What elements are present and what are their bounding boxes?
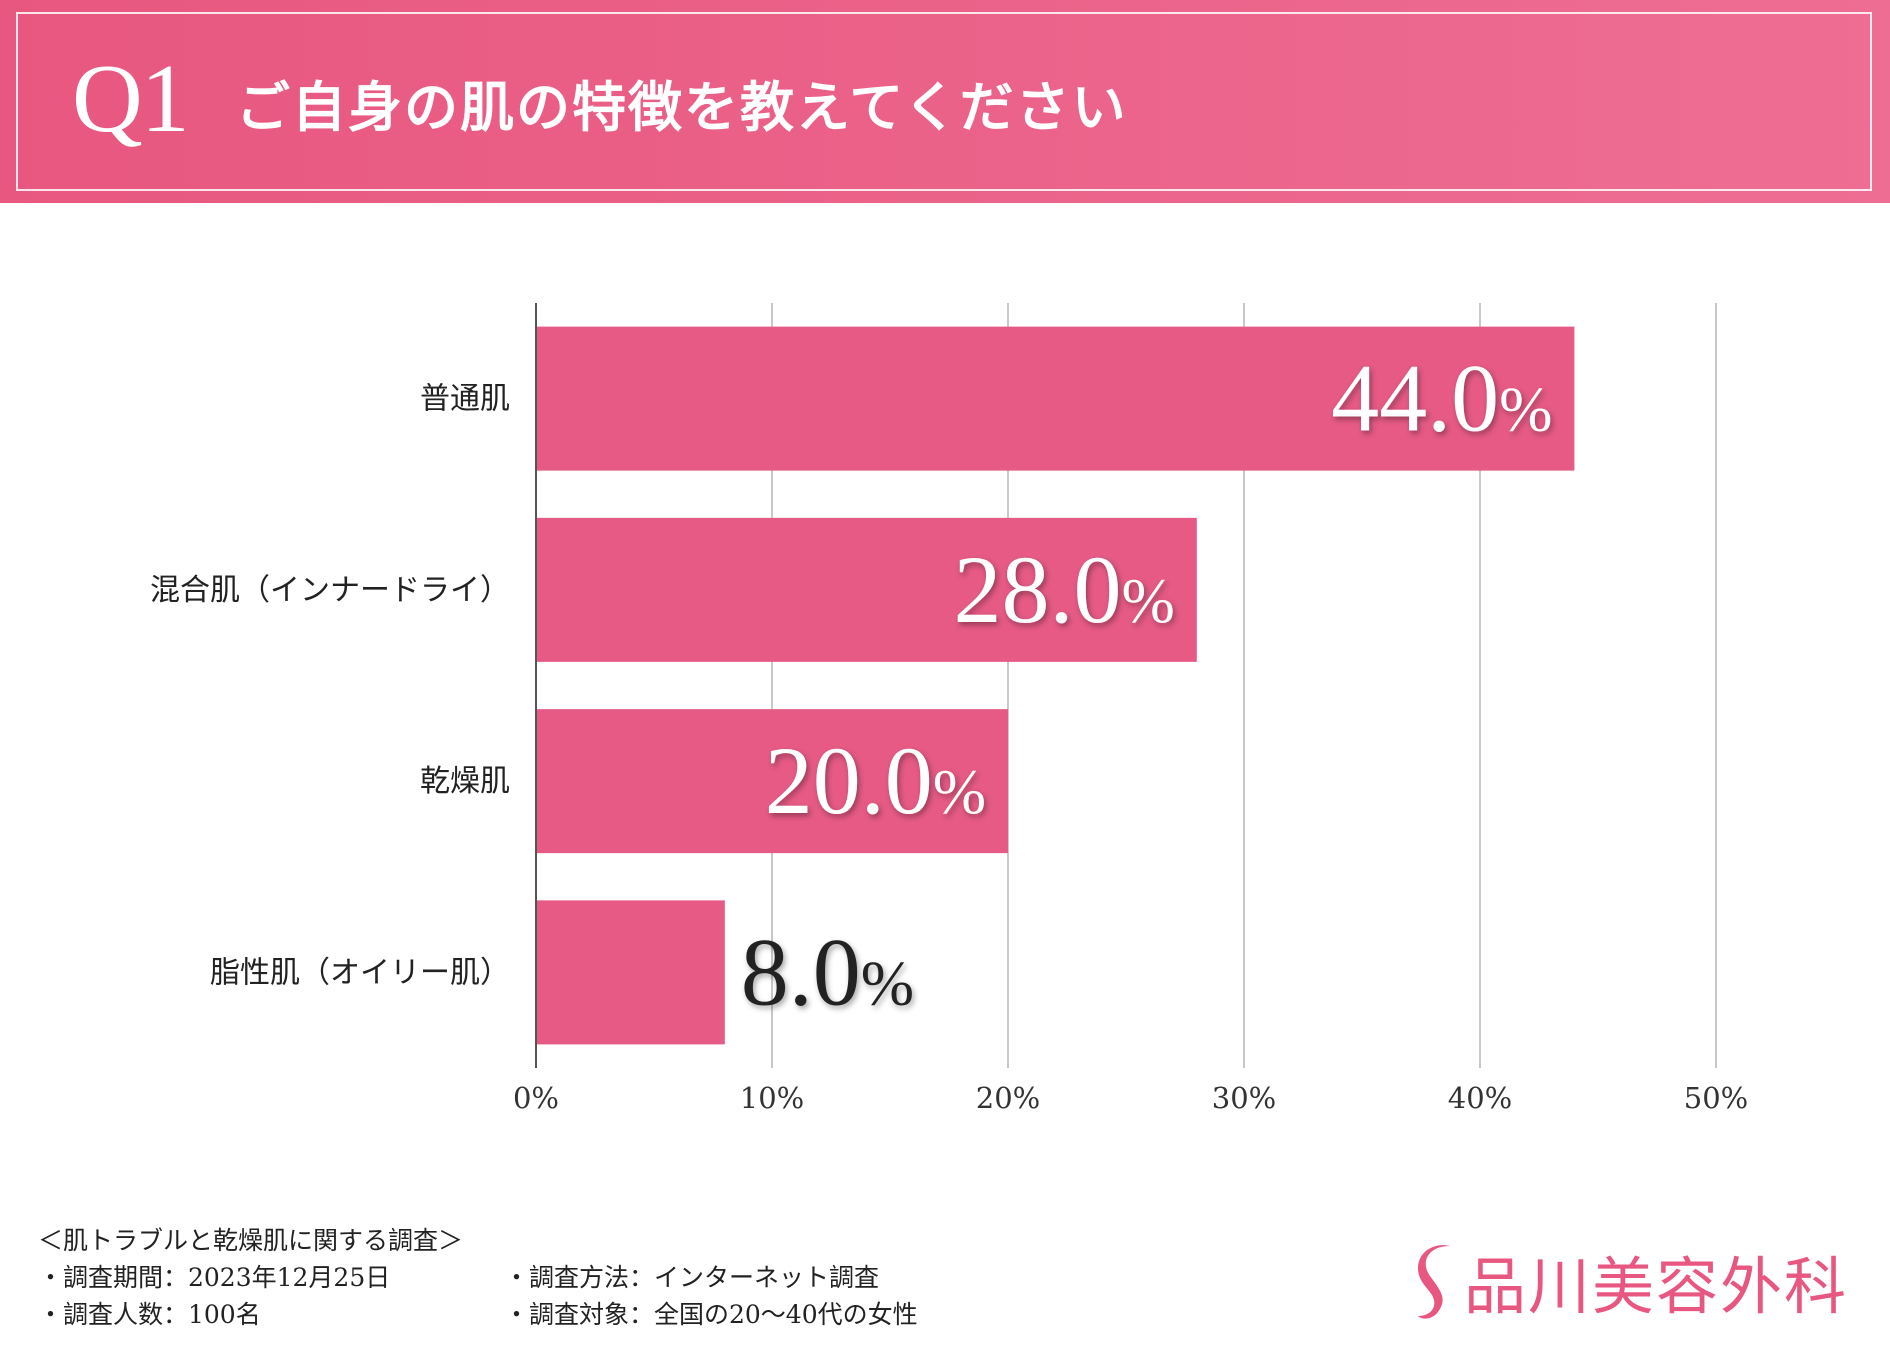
survey-period: ・調査期間：2023年12月25日 [38,1263,391,1292]
x-tick-label: 50% [1684,1081,1748,1115]
x-tick-label: 40% [1448,1081,1512,1115]
data-label: 44.0% [1331,345,1552,452]
question-number: Q1 [72,45,190,153]
s-swoosh-icon [1418,1245,1450,1319]
category-label: 脂性肌（オイリー肌） [210,955,510,990]
data-label: 28.0% [953,536,1174,643]
bar [536,709,1008,854]
survey-count: ・調査人数：100名 [38,1300,261,1329]
x-tick-label: 0% [513,1081,559,1115]
header-banner: Q1 ご自身の肌の特徴を教えてください [0,0,1890,203]
category-label: 普通肌 [420,382,510,417]
brand-logo: 品川美容外科 [1414,1238,1848,1324]
x-tick-label: 10% [740,1081,804,1115]
x-tick-label: 30% [1212,1081,1276,1115]
bar [536,517,1197,662]
bar [536,326,1575,471]
survey-target: ・調査対象：全国の20〜40代の女性 [504,1300,918,1329]
category-label: 混合肌（インナードライ） [150,573,510,608]
header-frame [16,12,1872,191]
value-labels: 44.0% 28.0% 20.0% 8.0% [741,345,1553,1026]
category-label: 乾燥肌 [420,764,510,799]
bar [536,900,725,1045]
data-label: 8.0% [741,918,914,1025]
survey-title: ＜肌トラブルと乾燥肌に関する調査＞ [38,1226,464,1255]
tick-labels: 0% 10% 20% 30% 40% 50% [513,1081,1748,1115]
bars [536,326,1575,1045]
question-title: ご自身の肌の特徴を教えてください [236,75,1128,139]
brand-name: 品川美容外科 [1464,1250,1849,1323]
survey-method: ・調査方法：インターネット調査 [504,1263,880,1292]
data-label: 20.0% [765,727,986,834]
x-tick-label: 20% [976,1081,1040,1115]
